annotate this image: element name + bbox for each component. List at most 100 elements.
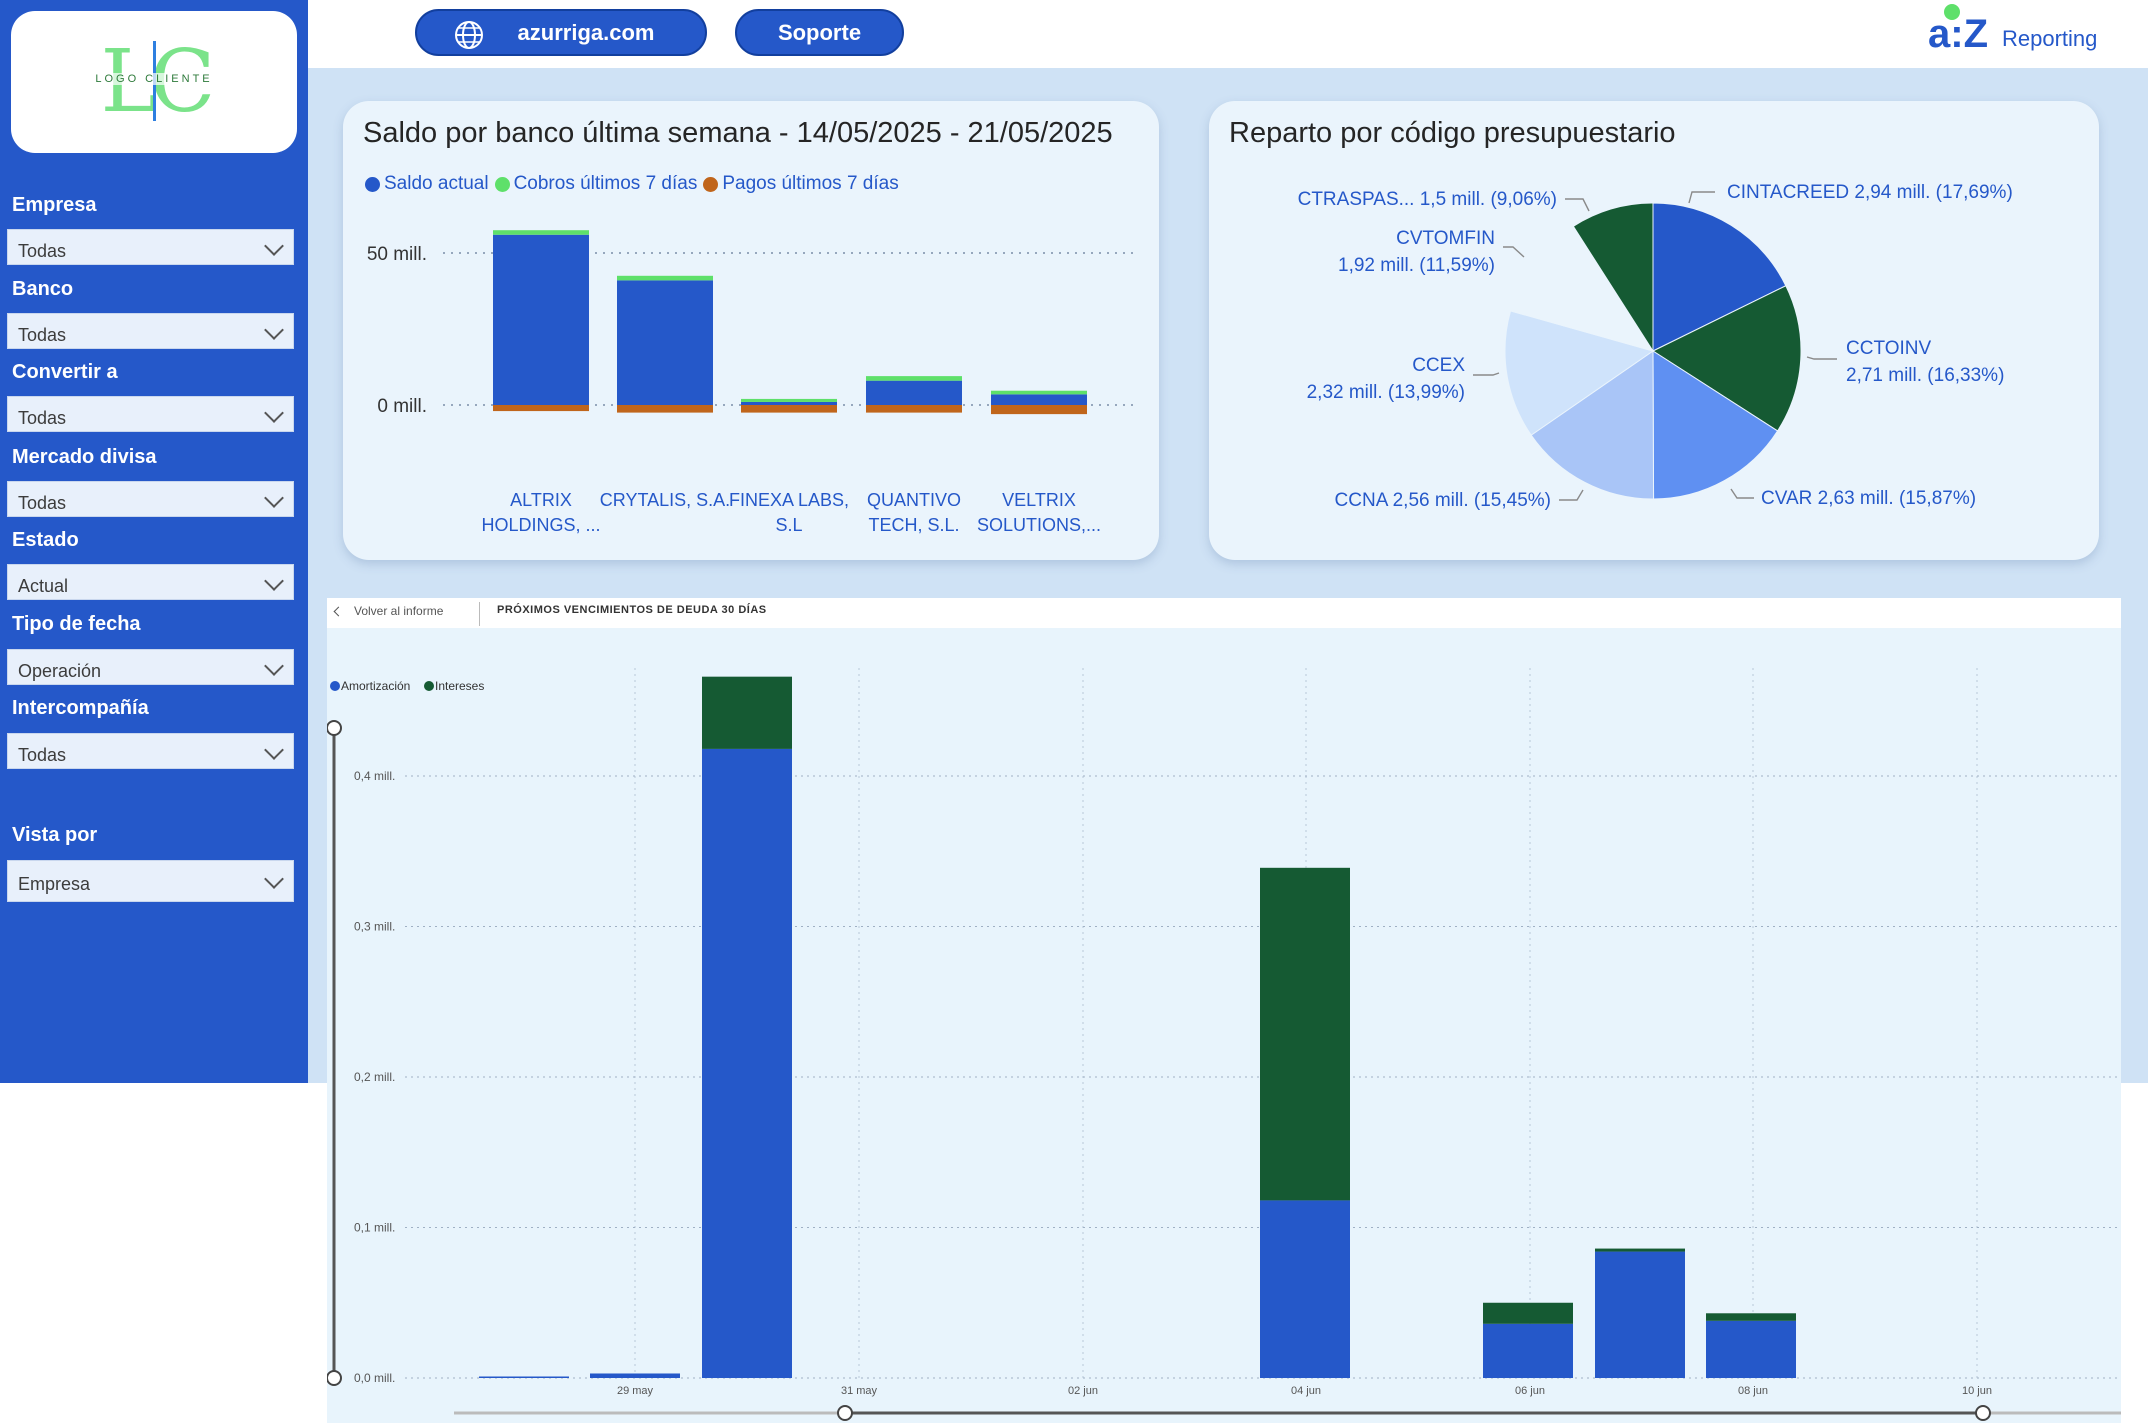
saldo-por-banco-card: Saldo por banco última semana - 14/05/20… — [343, 101, 1159, 560]
site-link-button[interactable]: azurriga.com — [415, 9, 707, 56]
saldo-bar-cobros[interactable] — [741, 398, 837, 402]
filter-select-estado[interactable]: Actual — [7, 564, 294, 600]
top-header: azurriga.com Soporte — [308, 0, 2148, 68]
saldo-bar-cobros[interactable] — [617, 275, 713, 281]
support-button-label: Soporte — [777, 19, 862, 45]
venc-x-tick-label: 04 jun — [1291, 1385, 1321, 1397]
saldo-x-tick-label: SOLUTIONS,... — [977, 515, 1101, 535]
venc-x-tick-label: 08 jun — [1738, 1385, 1768, 1397]
venc-bar-amortizacion[interactable] — [702, 748, 792, 1378]
vencimientos-panel: Volver al informe PRÓXIMOS VENCIMIENTOS … — [327, 598, 2121, 1423]
pie-slice-label: CCNA 2,56 mill. (15,45%) — [1335, 490, 1551, 511]
saldo-bar-saldo-actual[interactable] — [493, 234, 589, 405]
pie-leader-line — [1503, 246, 1525, 258]
filter-label-empresa: Empresa — [12, 194, 97, 216]
pie-slice-label: CCTOINV — [1846, 338, 1931, 359]
saldo-y-tick-label: 50 mill. — [367, 244, 427, 265]
saldo-bar-chart: 0 mill. 50 mill. ALTRIX HOLDINGS, ...CRYTAL… — [367, 230, 1133, 535]
az-reporting-logo: a:Z Reporting — [1928, 4, 2128, 64]
pie-leader-line — [1559, 489, 1584, 501]
saldo-bar-pagos[interactable] — [493, 405, 589, 412]
legend-cobros: Cobros últimos 7 días — [513, 173, 698, 194]
pie-slice-cintacreed[interactable] — [1652, 202, 1787, 352]
filter-select-intercompania[interactable]: Todas — [7, 733, 294, 769]
saldo-x-tick-label: ALTRIX — [510, 490, 572, 510]
y-range-slider-handle-top[interactable] — [327, 720, 342, 736]
filter-select-empresa[interactable]: Todas — [7, 229, 294, 265]
codigo-pie-chart: CINTACREED 2,94 mill. (17,69%) CCTOINV 2,7… — [1298, 182, 2013, 511]
venc-y-tick-label: 0,2 mill. — [354, 1070, 395, 1084]
venc-bar-intereses[interactable] — [702, 676, 792, 749]
x-range-slider-handle-left[interactable] — [837, 1405, 853, 1421]
venc-bar-amortizacion[interactable] — [1260, 1200, 1350, 1378]
pie-slice-cctoinv[interactable] — [1651, 285, 1802, 432]
saldo-x-tick-label: HOLDINGS, ... — [481, 515, 600, 535]
venc-bar-intereses[interactable] — [1595, 1248, 1685, 1252]
filter-select-mercado[interactable]: Todas — [7, 481, 294, 517]
venc-bar-amortizacion[interactable] — [479, 1376, 569, 1378]
venc-bar-amortizacion[interactable] — [590, 1373, 680, 1378]
pie-slice-label: 2,71 mill. (16,33%) — [1846, 365, 2004, 386]
saldo-legend: Saldo actual Cobros últimos 7 días Pagos… — [359, 173, 899, 195]
venc-y-tick-label: 0,4 mill. — [354, 769, 395, 783]
venc-bar-amortizacion[interactable] — [1706, 1320, 1796, 1378]
filter-select-banco[interactable]: Todas — [7, 313, 294, 349]
saldo-bar-pagos[interactable] — [617, 405, 713, 413]
venc-bar-amortizacion[interactable] — [1483, 1323, 1573, 1378]
saldo-bar-cobros[interactable] — [991, 390, 1087, 395]
filter-select-vista[interactable]: Empresa — [7, 860, 294, 902]
pie-slice-ccna[interactable] — [1530, 350, 1655, 500]
legend-amortizacion: Amortización — [341, 679, 410, 693]
pie-slice-cvar[interactable] — [1652, 350, 1779, 500]
venc-y-tick-label: 0,1 mill. — [354, 1221, 395, 1235]
pie-leader-line — [1806, 356, 1837, 360]
pie-slice-ctraspas[interactable] — [1572, 202, 1654, 353]
venc-x-tick-label: 31 may — [841, 1385, 878, 1397]
back-to-report-label: Volver al informe — [354, 604, 444, 618]
saldo-x-tick-label: QUANTIVO — [867, 490, 961, 510]
legend-pagos: Pagos últimos 7 días — [722, 173, 899, 194]
client-logo: LC LOGO CLIENTE — [11, 11, 297, 153]
site-link-label: azurriga.com — [517, 19, 655, 45]
venc-bar-intereses[interactable] — [1483, 1302, 1573, 1324]
back-to-report-link[interactable]: Volver al informe — [333, 604, 444, 618]
saldo-bar-cobros[interactable] — [493, 230, 589, 235]
vencimientos-legend: Amortización Intereses — [330, 679, 484, 693]
saldo-bar-pagos[interactable] — [866, 405, 962, 413]
filter-select-convertir[interactable]: Todas — [7, 396, 294, 432]
vencimientos-bar-chart: Amortización Intereses 0,0 mill. 0,1 mill. 0… — [327, 668, 2121, 1421]
saldo-bar-cobros[interactable] — [866, 376, 962, 381]
az-brand-mark: a:Z — [1928, 12, 1988, 56]
pie-chart-title: Reparto por código presupuestario — [1229, 117, 1676, 149]
pie-slice-label: 2,32 mill. (13,99%) — [1307, 382, 1465, 403]
az-brand-name: Reporting — [2002, 26, 2098, 51]
saldo-bar-saldo-actual[interactable] — [741, 401, 837, 405]
support-button[interactable]: Soporte — [735, 9, 904, 56]
drill-tabbar: Volver al informe PRÓXIMOS VENCIMIENTOS … — [327, 598, 2121, 628]
saldo-bar-saldo-actual[interactable] — [617, 280, 713, 405]
y-range-slider-handle-bottom[interactable] — [327, 1370, 342, 1386]
legend-dot-intereses — [424, 681, 434, 691]
x-range-slider-handle-right[interactable] — [1975, 1405, 1991, 1421]
saldo-bar-saldo-actual[interactable] — [866, 380, 962, 405]
legend-saldo-actual: Saldo actual — [384, 173, 489, 194]
filter-select-tipo-fecha[interactable]: Operación — [7, 649, 294, 685]
globe-icon — [455, 21, 483, 49]
vencimientos-title: PRÓXIMOS VENCIMIENTOS DE DEUDA 30 DÍAS — [497, 604, 767, 616]
pie-slice-ccex[interactable] — [1504, 310, 1655, 436]
saldo-chart-title: Saldo por banco última semana - 14/05/20… — [363, 117, 1113, 149]
pie-leader-line — [1565, 198, 1590, 212]
venc-bar-intereses[interactable] — [1260, 867, 1350, 1201]
filter-label-banco: Banco — [12, 278, 74, 300]
pie-leader-line — [1688, 191, 1715, 204]
saldo-x-tick-label: FINEXA LABS, — [729, 490, 849, 510]
client-logo-text: LOGO CLIENTE — [79, 73, 229, 85]
venc-y-tick-label: 0,0 mill. — [354, 1371, 395, 1385]
saldo-bar-pagos[interactable] — [741, 405, 837, 413]
saldo-bar-saldo-actual[interactable] — [991, 394, 1087, 405]
venc-bar-amortizacion[interactable] — [1595, 1251, 1685, 1378]
pie-slice-cvtomfin[interactable] — [1509, 225, 1655, 352]
venc-bar-intereses[interactable] — [1706, 1313, 1796, 1321]
saldo-bar-pagos[interactable] — [991, 405, 1087, 415]
saldo-x-tick-label: S.L — [775, 515, 802, 535]
